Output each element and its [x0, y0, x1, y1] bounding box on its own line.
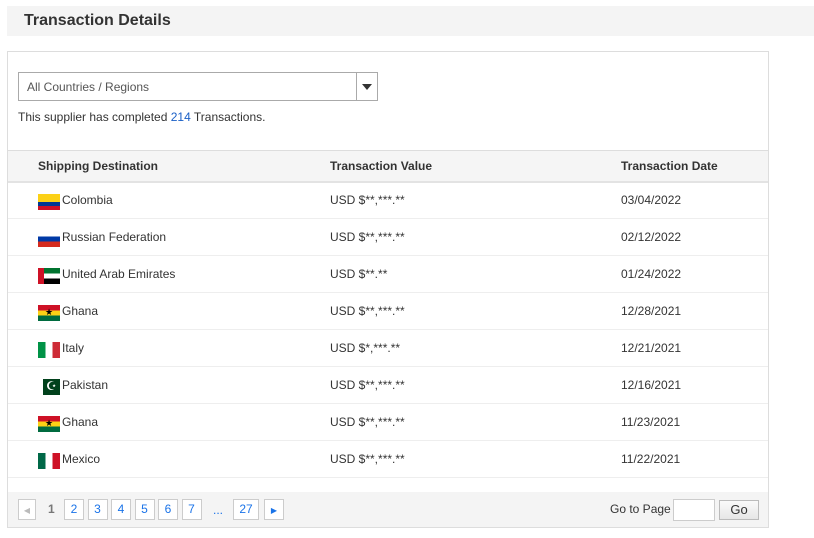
transaction-value: USD $**,***.**: [330, 304, 405, 318]
table-row: Mexico USD $**,***.** 11/22/2021: [8, 441, 768, 478]
transaction-date: 01/24/2022: [621, 267, 682, 281]
transaction-value: USD $*,***.**: [330, 341, 401, 355]
next-page-button[interactable]: ▶: [264, 499, 284, 520]
select-value: All Countries / Regions: [27, 80, 150, 94]
table-row: Pakistan USD $**,***.** 12/16/2021: [8, 367, 768, 404]
shipping-destination: Ghana: [62, 415, 99, 429]
shipping-destination: United Arab Emirates: [62, 267, 176, 281]
shipping-destination: Colombia: [62, 193, 113, 207]
transaction-date: 12/21/2021: [621, 341, 682, 355]
shipping-destination: Pakistan: [62, 378, 109, 392]
transaction-date: 03/04/2022: [621, 193, 682, 207]
page-button-5[interactable]: 5: [134, 499, 155, 520]
shipping-destination: Russian Federation: [62, 230, 167, 244]
page-button-3[interactable]: 3: [87, 499, 108, 520]
flag-icon: [38, 194, 60, 210]
transaction-date: 12/16/2021: [621, 378, 682, 392]
transaction-value: USD $**,***.**: [330, 378, 405, 392]
column-header: Transaction Date: [621, 159, 718, 173]
column-header: Shipping Destination: [38, 159, 158, 173]
page-title: Transaction Details: [24, 12, 171, 29]
country-region-select[interactable]: All Countries / Regions: [18, 72, 378, 101]
pagination-ellipsis: ...: [213, 503, 224, 517]
flag-icon: [38, 231, 60, 247]
column-header: Transaction Value: [330, 159, 433, 173]
transactions-panel: All Countries / Regions This supplier ha…: [7, 51, 769, 528]
table-row: United Arab Emirates USD $**.** 01/24/20…: [8, 256, 768, 293]
transaction-date: 02/12/2022: [621, 230, 682, 244]
flag-icon: [43, 379, 60, 395]
transaction-value: USD $**.**: [330, 267, 388, 281]
goto-page-input[interactable]: [673, 499, 715, 521]
transaction-value: USD $**,***.**: [330, 193, 405, 207]
flag-icon: [38, 268, 60, 284]
chevron-down-icon[interactable]: [356, 73, 377, 100]
shipping-destination: Ghana: [62, 304, 99, 318]
table-body: Colombia USD $**,***.** 03/04/2022 Russi…: [8, 182, 768, 478]
shipping-destination: Italy: [62, 341, 85, 355]
transaction-value: USD $**,***.**: [330, 415, 405, 429]
section-header: Transaction Details: [7, 6, 814, 36]
table-row: Ghana USD $**,***.** 12/28/2021: [8, 293, 768, 330]
summary-suffix: Transactions.: [190, 110, 266, 124]
table-row: Russian Federation USD $**,***.** 02/12/…: [8, 219, 768, 256]
go-button[interactable]: Go: [719, 500, 759, 520]
summary-prefix: This supplier has completed: [18, 110, 171, 124]
transaction-count: 214: [170, 110, 191, 124]
page-button-6[interactable]: 6: [158, 499, 178, 520]
page-button-last[interactable]: 27: [233, 499, 259, 520]
flag-icon: [38, 305, 60, 321]
flag-icon: [38, 342, 60, 358]
page-button-2[interactable]: 2: [64, 499, 84, 520]
prev-page-button[interactable]: ◀: [18, 499, 36, 520]
flag-icon: [38, 453, 60, 469]
transaction-summary: This supplier has completed 214 Transact…: [18, 110, 265, 124]
transaction-date: 11/23/2021: [621, 415, 681, 429]
table-header: Shipping Destination Transaction Value T…: [8, 150, 768, 183]
transaction-date: 11/22/2021: [621, 452, 681, 466]
page-button-7[interactable]: 7: [181, 499, 202, 520]
caret-left-icon: ◀: [23, 506, 31, 515]
transaction-value: USD $**,***.**: [330, 452, 405, 466]
shipping-destination: Mexico: [62, 452, 101, 466]
transaction-value: USD $**,***.**: [330, 230, 405, 244]
current-page: 1: [48, 502, 55, 516]
transaction-date: 12/28/2021: [621, 304, 682, 318]
table-row: Italy USD $*,***.** 12/21/2021: [8, 330, 768, 367]
table-row: Colombia USD $**,***.** 03/04/2022: [8, 182, 768, 219]
page-button-4[interactable]: 4: [111, 499, 131, 520]
flag-icon: [38, 416, 60, 432]
table-row: Ghana USD $**,***.** 11/23/2021: [8, 404, 768, 441]
caret-right-icon: ▶: [270, 506, 278, 515]
goto-page-label: Go to Page: [610, 502, 671, 516]
